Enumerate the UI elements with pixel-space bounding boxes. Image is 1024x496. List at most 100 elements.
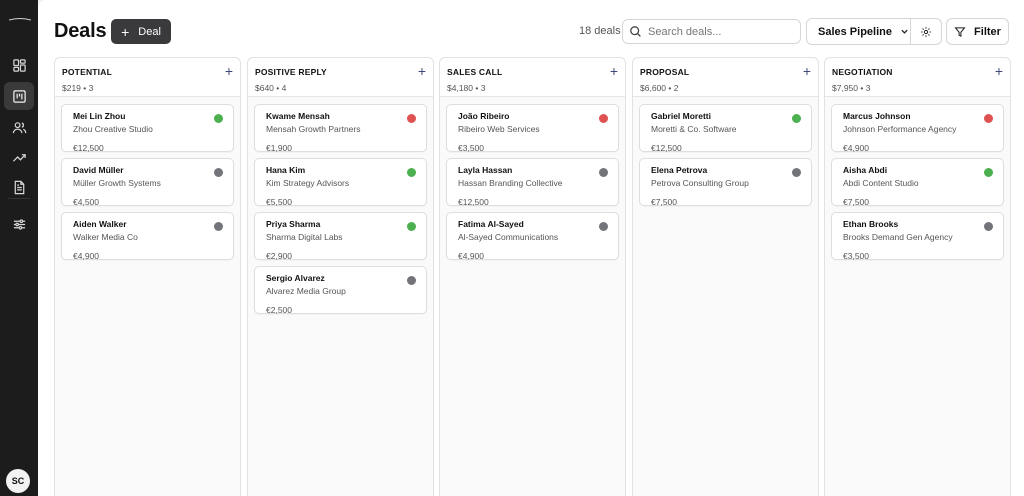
deal-company: Hassan Branding Collective [458,178,563,188]
filter-button[interactable]: Filter [946,18,1009,45]
deal-company: Abdi Content Studio [843,178,919,188]
deal-value: €12,500 [458,197,489,207]
deal-card[interactable]: João Ribeiro Ribeiro Web Services €3,500 [446,104,619,153]
status-dot [407,222,416,231]
column-title: PROPOSAL [640,67,690,77]
deal-card[interactable]: Aiden Walker Walker Media Co €4,900 [61,212,234,261]
column-header: SALES CALL $4,180 • 3 + [440,58,625,97]
trending-icon [12,153,26,162]
column-summary: $4,180 • 3 [447,83,486,93]
logo-icon [9,18,31,21]
add-card-button[interactable]: + [609,63,618,79]
deal-card[interactable]: Priya Sharma Sharma Digital Labs €2,900 [254,212,427,261]
deal-contact-name: Sergio Alvarez [266,273,325,283]
deal-contact-name: Aiden Walker [73,219,127,229]
deal-value: €3,500 [458,143,484,153]
add-card-button[interactable]: + [994,63,1003,79]
deal-company: Zhou Creative Studio [73,124,153,134]
status-dot [984,222,993,231]
deal-value: €4,500 [73,197,99,207]
deal-value: €1,900 [266,143,292,153]
deal-card[interactable]: Fatima Al-Sayed Al-Sayed Communications €4… [446,212,619,261]
deal-contact-name: Elena Petrova [651,165,708,175]
nav-settings[interactable] [4,210,34,238]
add-card-button[interactable]: + [802,63,811,79]
avatar[interactable]: SC [6,469,30,493]
column-proposal: PROPOSAL $6,600 • 2 + Gabriel Moretti Morett… [632,57,819,496]
column-potential: POTENTIAL $219 • 3 + Mei Lin Zhou Zhou Creat… [54,57,241,496]
deal-value: €5,500 [266,197,292,207]
status-dot [214,222,223,231]
deal-company: Mensah Growth Partners [266,124,361,134]
search-input[interactable] [648,25,788,38]
status-dot [984,168,993,177]
nav-documents[interactable] [4,173,34,201]
nav-dashboard[interactable] [4,51,34,79]
sliders-icon [13,218,25,230]
deal-value: €4,900 [843,143,869,153]
deal-contact-name: Hana Kim [266,165,306,175]
deal-card[interactable]: Ethan Brooks Brooks Demand Gen Agency €3,5… [831,212,1004,261]
gear-icon [921,26,931,37]
deal-company: Kim Strategy Advisors [266,178,350,188]
deal-card[interactable]: Marcus Johnson Johnson Performance Agency… [831,104,1004,153]
deal-contact-name: João Ribeiro [458,111,510,121]
deal-card[interactable]: Hana Kim Kim Strategy Advisors €5,500 [254,158,427,207]
deal-value: €7,500 [651,197,677,207]
deal-card[interactable]: Mei Lin Zhou Zhou Creative Studio €12,500 [61,104,234,153]
deal-value: €2,900 [266,251,292,261]
add-card-button[interactable]: + [417,63,426,79]
deal-value: €12,500 [651,143,682,153]
column-header: PROPOSAL $6,600 • 2 + [633,58,818,97]
search-icon [630,26,641,37]
status-dot [599,168,608,177]
main-content: Deals + Deal 18 deals Sales Pipeline Fil… [38,0,1024,496]
deal-company: Petrova Consulting Group [651,178,749,188]
deal-company: Walker Media Co [73,232,138,242]
sidebar: SC [0,0,38,496]
status-dot [407,114,416,123]
chevron-down-icon [901,29,908,34]
nav-deals[interactable] [4,82,34,110]
kanban-icon [12,89,26,103]
deal-value: €2,500 [266,305,292,315]
deal-count: 18 deals [579,25,621,37]
pipeline-label: Sales Pipeline [818,25,892,38]
deal-card[interactable]: Sergio Alvarez Alvarez Media Group €2,500 [254,266,427,315]
deal-contact-name: Aisha Abdi [843,165,888,175]
deal-contact-name: Fatima Al-Sayed [458,219,524,229]
column-summary: $219 • 3 [62,83,94,93]
status-dot [407,168,416,177]
column-summary: $640 • 4 [255,83,287,93]
deal-contact-name: Layla Hassan [458,165,513,175]
search-box[interactable] [622,19,801,44]
deal-card[interactable]: Layla Hassan Hassan Branding Collective €1… [446,158,619,207]
pipeline-settings-button[interactable] [911,19,941,44]
deal-value: €4,900 [458,251,484,261]
deal-card[interactable]: Elena Petrova Petrova Consulting Group €7,… [639,158,812,207]
deal-contact-name: Gabriel Moretti [651,111,711,121]
deal-card[interactable]: Gabriel Moretti Moretti & Co. Software €12… [639,104,812,153]
add-deal-label: Deal [138,25,161,38]
nav-reports[interactable] [4,143,34,171]
deal-value: €4,900 [73,251,99,261]
status-dot [407,276,416,285]
deal-card[interactable]: David Müller Müller Growth Systems €4,500 [61,158,234,207]
column-sales-call: SALES CALL $4,180 • 3 + João Ribeiro Ribeiro… [439,57,626,496]
column-title: POTENTIAL [62,67,112,77]
sidebar-divider [8,198,30,199]
deal-company: Ribeiro Web Services [458,124,540,134]
deal-card[interactable]: Kwame Mensah Mensah Growth Partners €1,900 [254,104,427,153]
deal-card[interactable]: Aisha Abdi Abdi Content Studio €7,500 [831,158,1004,207]
plus-icon: + [121,23,130,40]
nav-contacts[interactable] [4,113,34,141]
deal-company: Moretti & Co. Software [651,124,737,134]
deal-contact-name: David Müller [73,165,124,175]
add-deal-button[interactable]: + Deal [111,19,171,44]
add-card-button[interactable]: + [224,63,233,79]
pipeline-dropdown[interactable]: Sales Pipeline [807,19,911,44]
filter-icon [954,26,966,37]
column-title: SALES CALL [447,67,503,77]
pipeline-selector: Sales Pipeline [806,18,942,45]
deal-company: Brooks Demand Gen Agency [843,232,953,242]
